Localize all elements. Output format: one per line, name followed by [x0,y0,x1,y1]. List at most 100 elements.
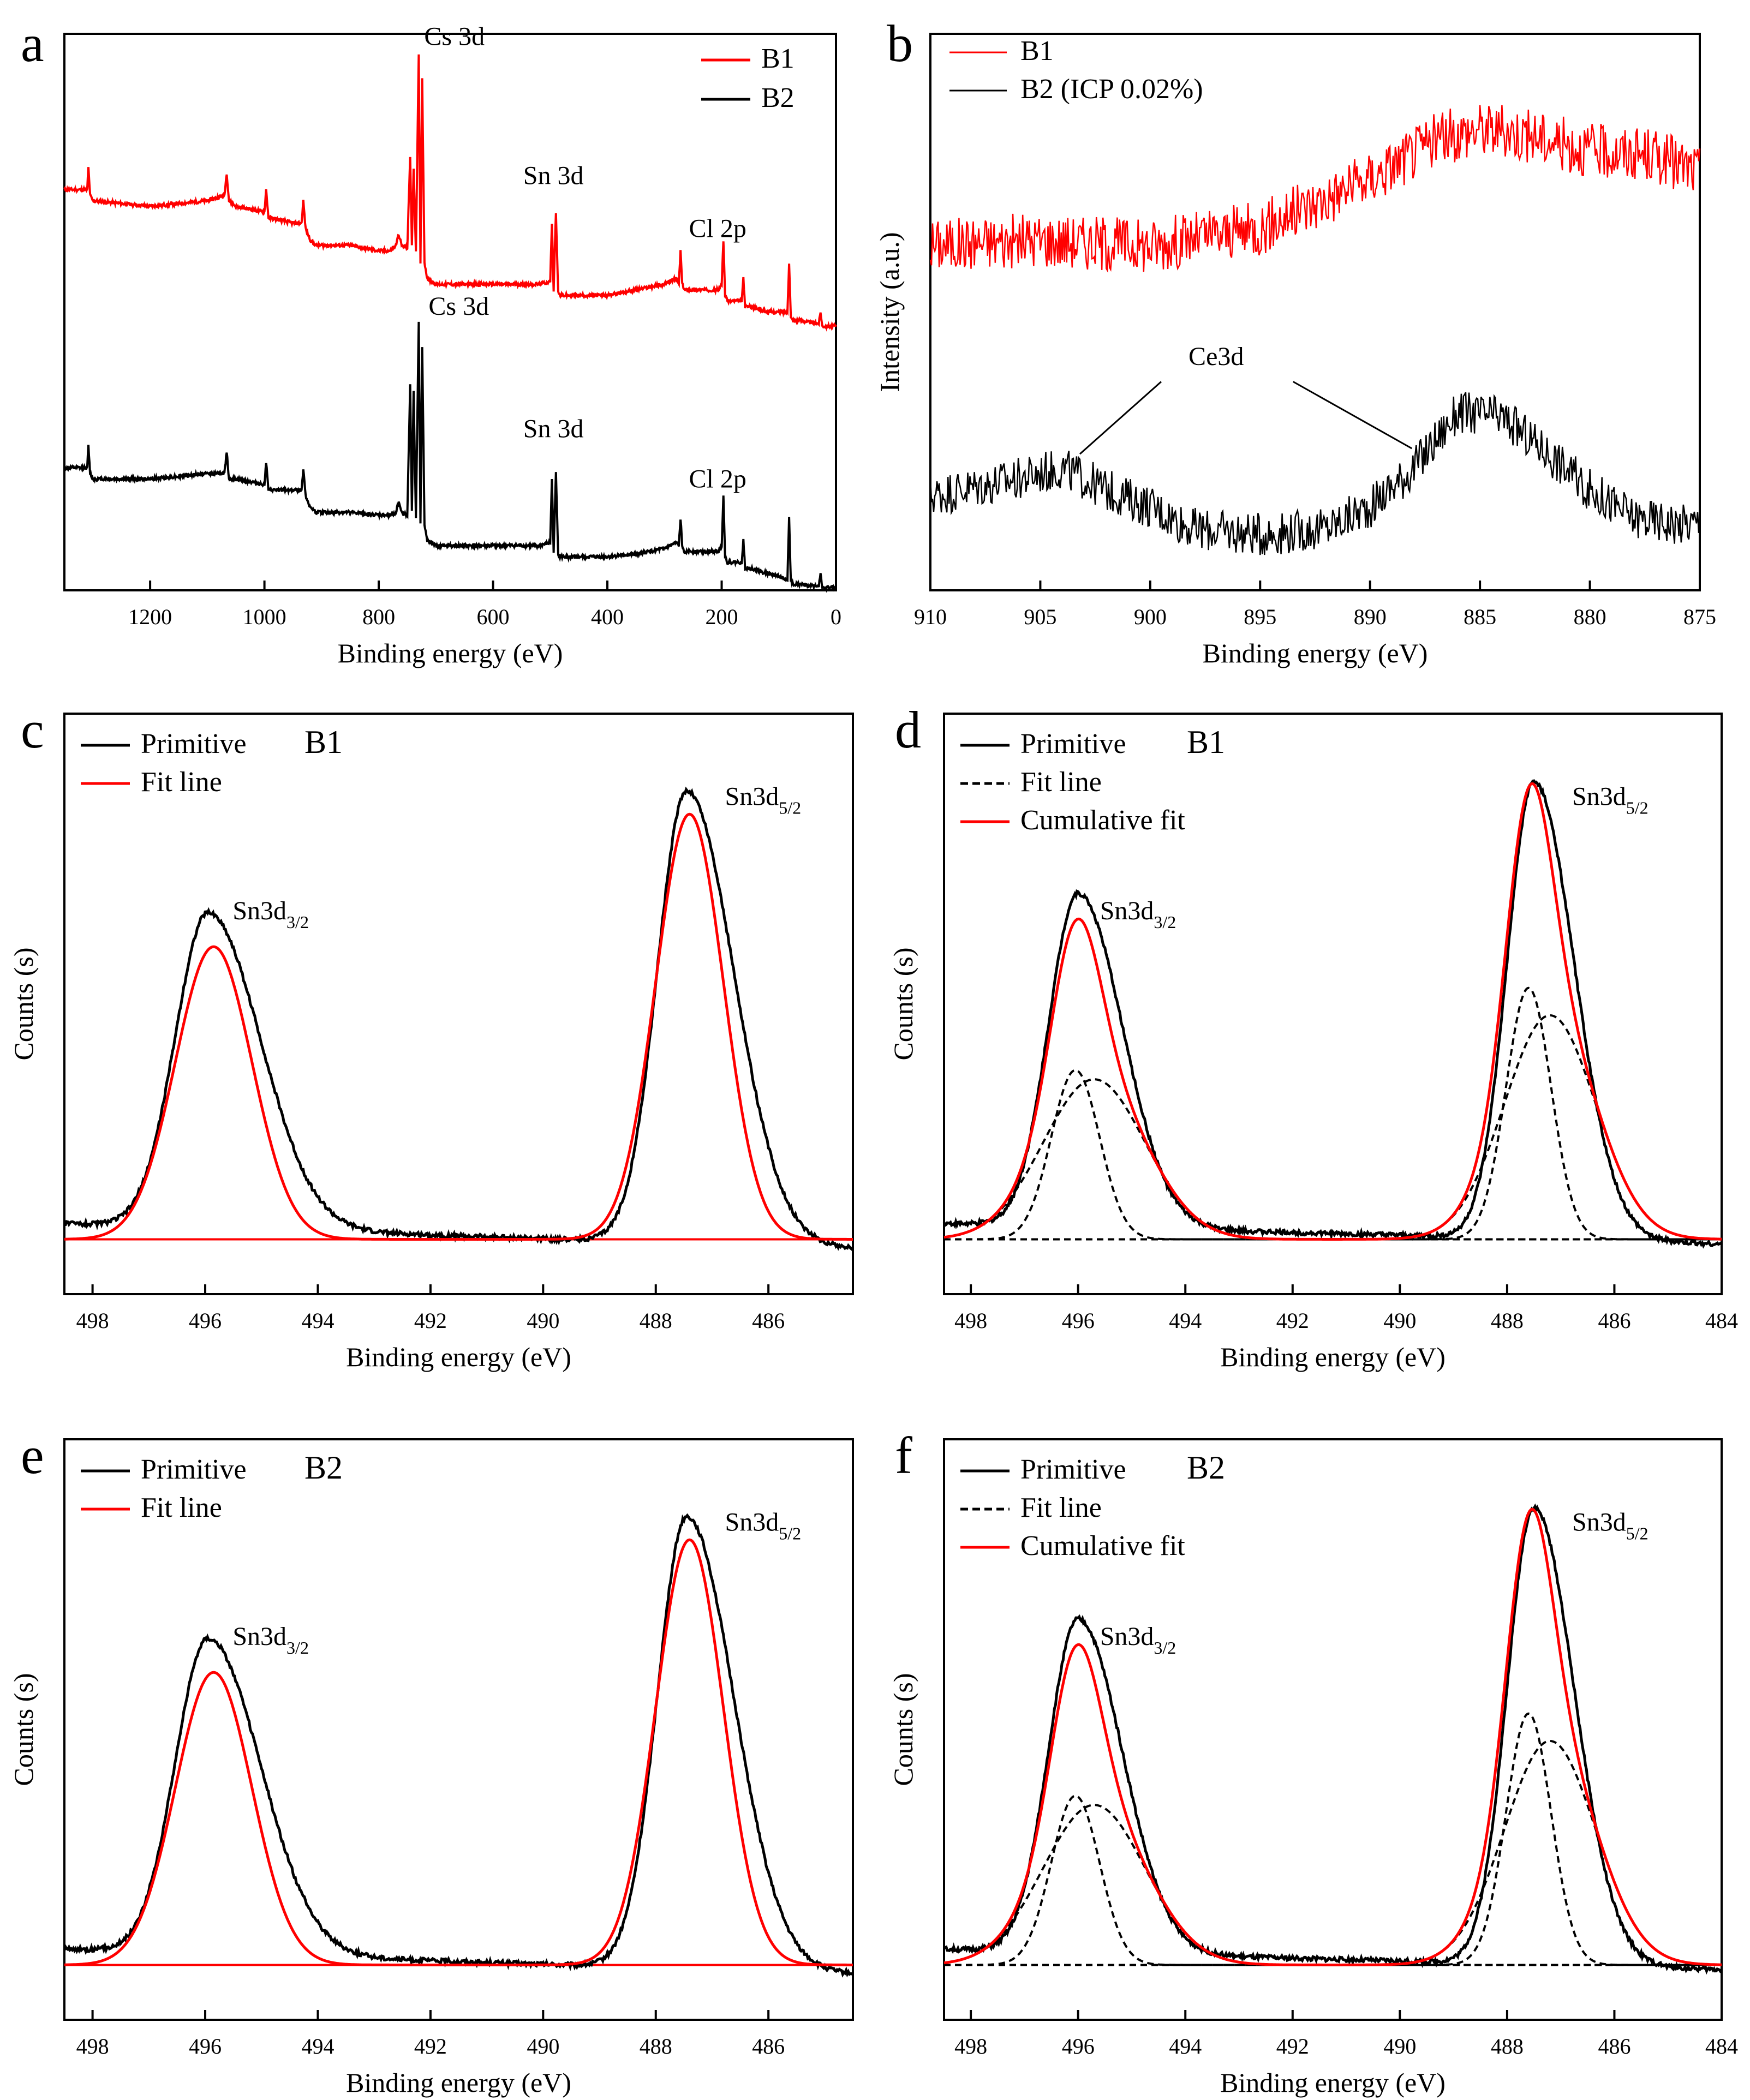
legend-label: Primitive [141,1454,247,1485]
legend-label: Fit line [1020,767,1102,798]
cumulative-fit-line [943,782,1722,1241]
legend-label: Fit line [1020,1492,1102,1523]
panel-d: 498 496 494 492 490 488 486 484 Binding energy (… [888,701,1738,1372]
plot-frame [929,33,1701,591]
legend-label: Primitive [141,728,247,759]
x-tick-label: 800 [362,605,395,629]
peak-annotation-subscript: 3/2 [286,1638,309,1658]
plot-frame [63,713,854,1295]
peak-annotation-subscript: 3/2 [1154,912,1176,932]
x-axis-label: Binding energy (eV) [346,2067,571,2098]
panel-a: 1200 1000 800 600 400 200 0 Binding energy (eV)… [21,14,841,668]
x-tick-label: 498 [954,2034,987,2059]
panel-letter: c [21,701,44,759]
primitive-line [64,786,855,1252]
primitive-line [943,1503,1722,1975]
x-tick-label: 486 [752,2034,785,2059]
x-tick-label: 494 [301,2034,334,2059]
x-tick-label: 880 [1574,605,1606,629]
x-tick-label: 496 [1062,2034,1095,2059]
peak-annotation-subscript: 5/2 [779,798,801,818]
peak-annotation: Sn3d5/2 [1572,782,1649,818]
x-axis-label: Binding energy (eV) [1220,1342,1446,1372]
x-tick-label: 890 [1354,605,1387,629]
x-axis-label: Binding energy (eV) [346,1342,571,1372]
x-tick-label: 488 [1491,2034,1524,2059]
sample-label: B2 [1187,1450,1225,1486]
legend-label: Fit line [141,767,222,798]
x-tick-label: 885 [1464,605,1496,629]
x-tick-label: 905 [1024,605,1056,629]
x-tick-label: 494 [301,1308,334,1333]
peak-annotation: Sn3d3/2 [232,1622,309,1658]
x-tick-label: 490 [527,2034,559,2059]
legend-label: Cumulative fit [1020,1530,1185,1561]
plot-frame [63,1438,854,2021]
peak-annotation: Cs 3d [424,22,485,51]
panel-letter: d [895,701,921,759]
fit-line-2-line [943,1804,1722,1966]
x-tick-label: 496 [189,2034,222,2059]
legend-label: B1 [761,43,795,74]
x-tick-label: 494 [1169,1308,1202,1333]
peak-annotation: Sn3d5/2 [725,1508,802,1543]
x-tick-label: 492 [1276,1308,1309,1333]
y-axis-label: Intensity (a.u.) [874,232,905,392]
x-tick-label: 1000 [243,605,286,629]
fit-line-3-line [944,1712,1722,1966]
x-tick-label: 490 [1383,1308,1416,1333]
x-tick-label: 484 [1705,1308,1738,1333]
x-tick-label: 200 [706,605,738,629]
series-b2-line [64,321,837,593]
x-tick-label: 0 [831,605,841,629]
peak-annotation: Cl 2p [689,214,746,243]
fit-line-1-line [944,1069,1722,1241]
x-tick-label: 600 [477,605,510,629]
x-tick-label: 488 [640,2034,672,2059]
panel-letter: a [21,14,44,73]
x-tick-label: 492 [414,1308,447,1333]
series-line-b2 [929,392,1701,555]
legend-label: Primitive [1020,728,1126,759]
peak-annotation-subscript: 3/2 [286,912,309,932]
peak-annotation: Sn3d3/2 [232,896,309,932]
x-tick-label: 498 [76,1308,109,1333]
x-tick-label: 900 [1134,605,1167,629]
x-tick-label: 498 [954,1308,987,1333]
sample-label: B1 [304,724,343,760]
plot-frame [943,1438,1723,2021]
legend-label: B2 (ICP 0.02%) [1020,74,1203,105]
x-tick-label: 488 [1491,1308,1524,1333]
y-axis-label: Counts (s) [8,948,39,1061]
peak-annotation: Cl 2p [689,464,746,493]
fit-line-1-line [944,1794,1722,1966]
legend-label: B1 [1020,35,1054,67]
x-tick-label: 486 [1598,1308,1630,1333]
x-axis-label: Binding energy (eV) [338,638,563,668]
panel-f: 498 496 494 492 490 488 486 484 Binding energy (… [888,1426,1738,2098]
peak-annotation: Sn 3d [523,415,584,444]
y-axis-label: Counts (s) [8,1673,39,1786]
series-b1-line [63,54,837,332]
panel-c: 498 496 494 492 490 488 486 Binding energy (eV)… [8,701,855,1372]
panel-letter: b [887,14,913,73]
legend-label: B2 [761,82,795,113]
annotation-leader [1079,381,1162,455]
peak-annotation: Sn3d5/2 [1572,1508,1649,1543]
series-line-b1 [929,105,1701,273]
x-tick-label: 486 [1598,2034,1630,2059]
cumulative-fit-line [943,1507,1722,1966]
legend-label: Cumulative fit [1020,805,1185,836]
x-tick-label: 490 [527,1308,559,1333]
x-tick-label: 492 [414,2034,447,2059]
x-tick-label: 494 [1169,2034,1202,2059]
fit-line-line [64,1538,853,1966]
x-tick-label: 486 [752,1308,785,1333]
peak-annotation-subscript: 5/2 [1626,798,1649,818]
peak-annotation: Sn3d5/2 [725,782,802,818]
x-tick-label: 484 [1705,2034,1738,2059]
x-tick-label: 488 [640,1308,672,1333]
panel-b: 910 905 900 895 890 885 880 875 Binding energy (… [874,14,1716,668]
x-tick-label: 895 [1244,605,1276,629]
